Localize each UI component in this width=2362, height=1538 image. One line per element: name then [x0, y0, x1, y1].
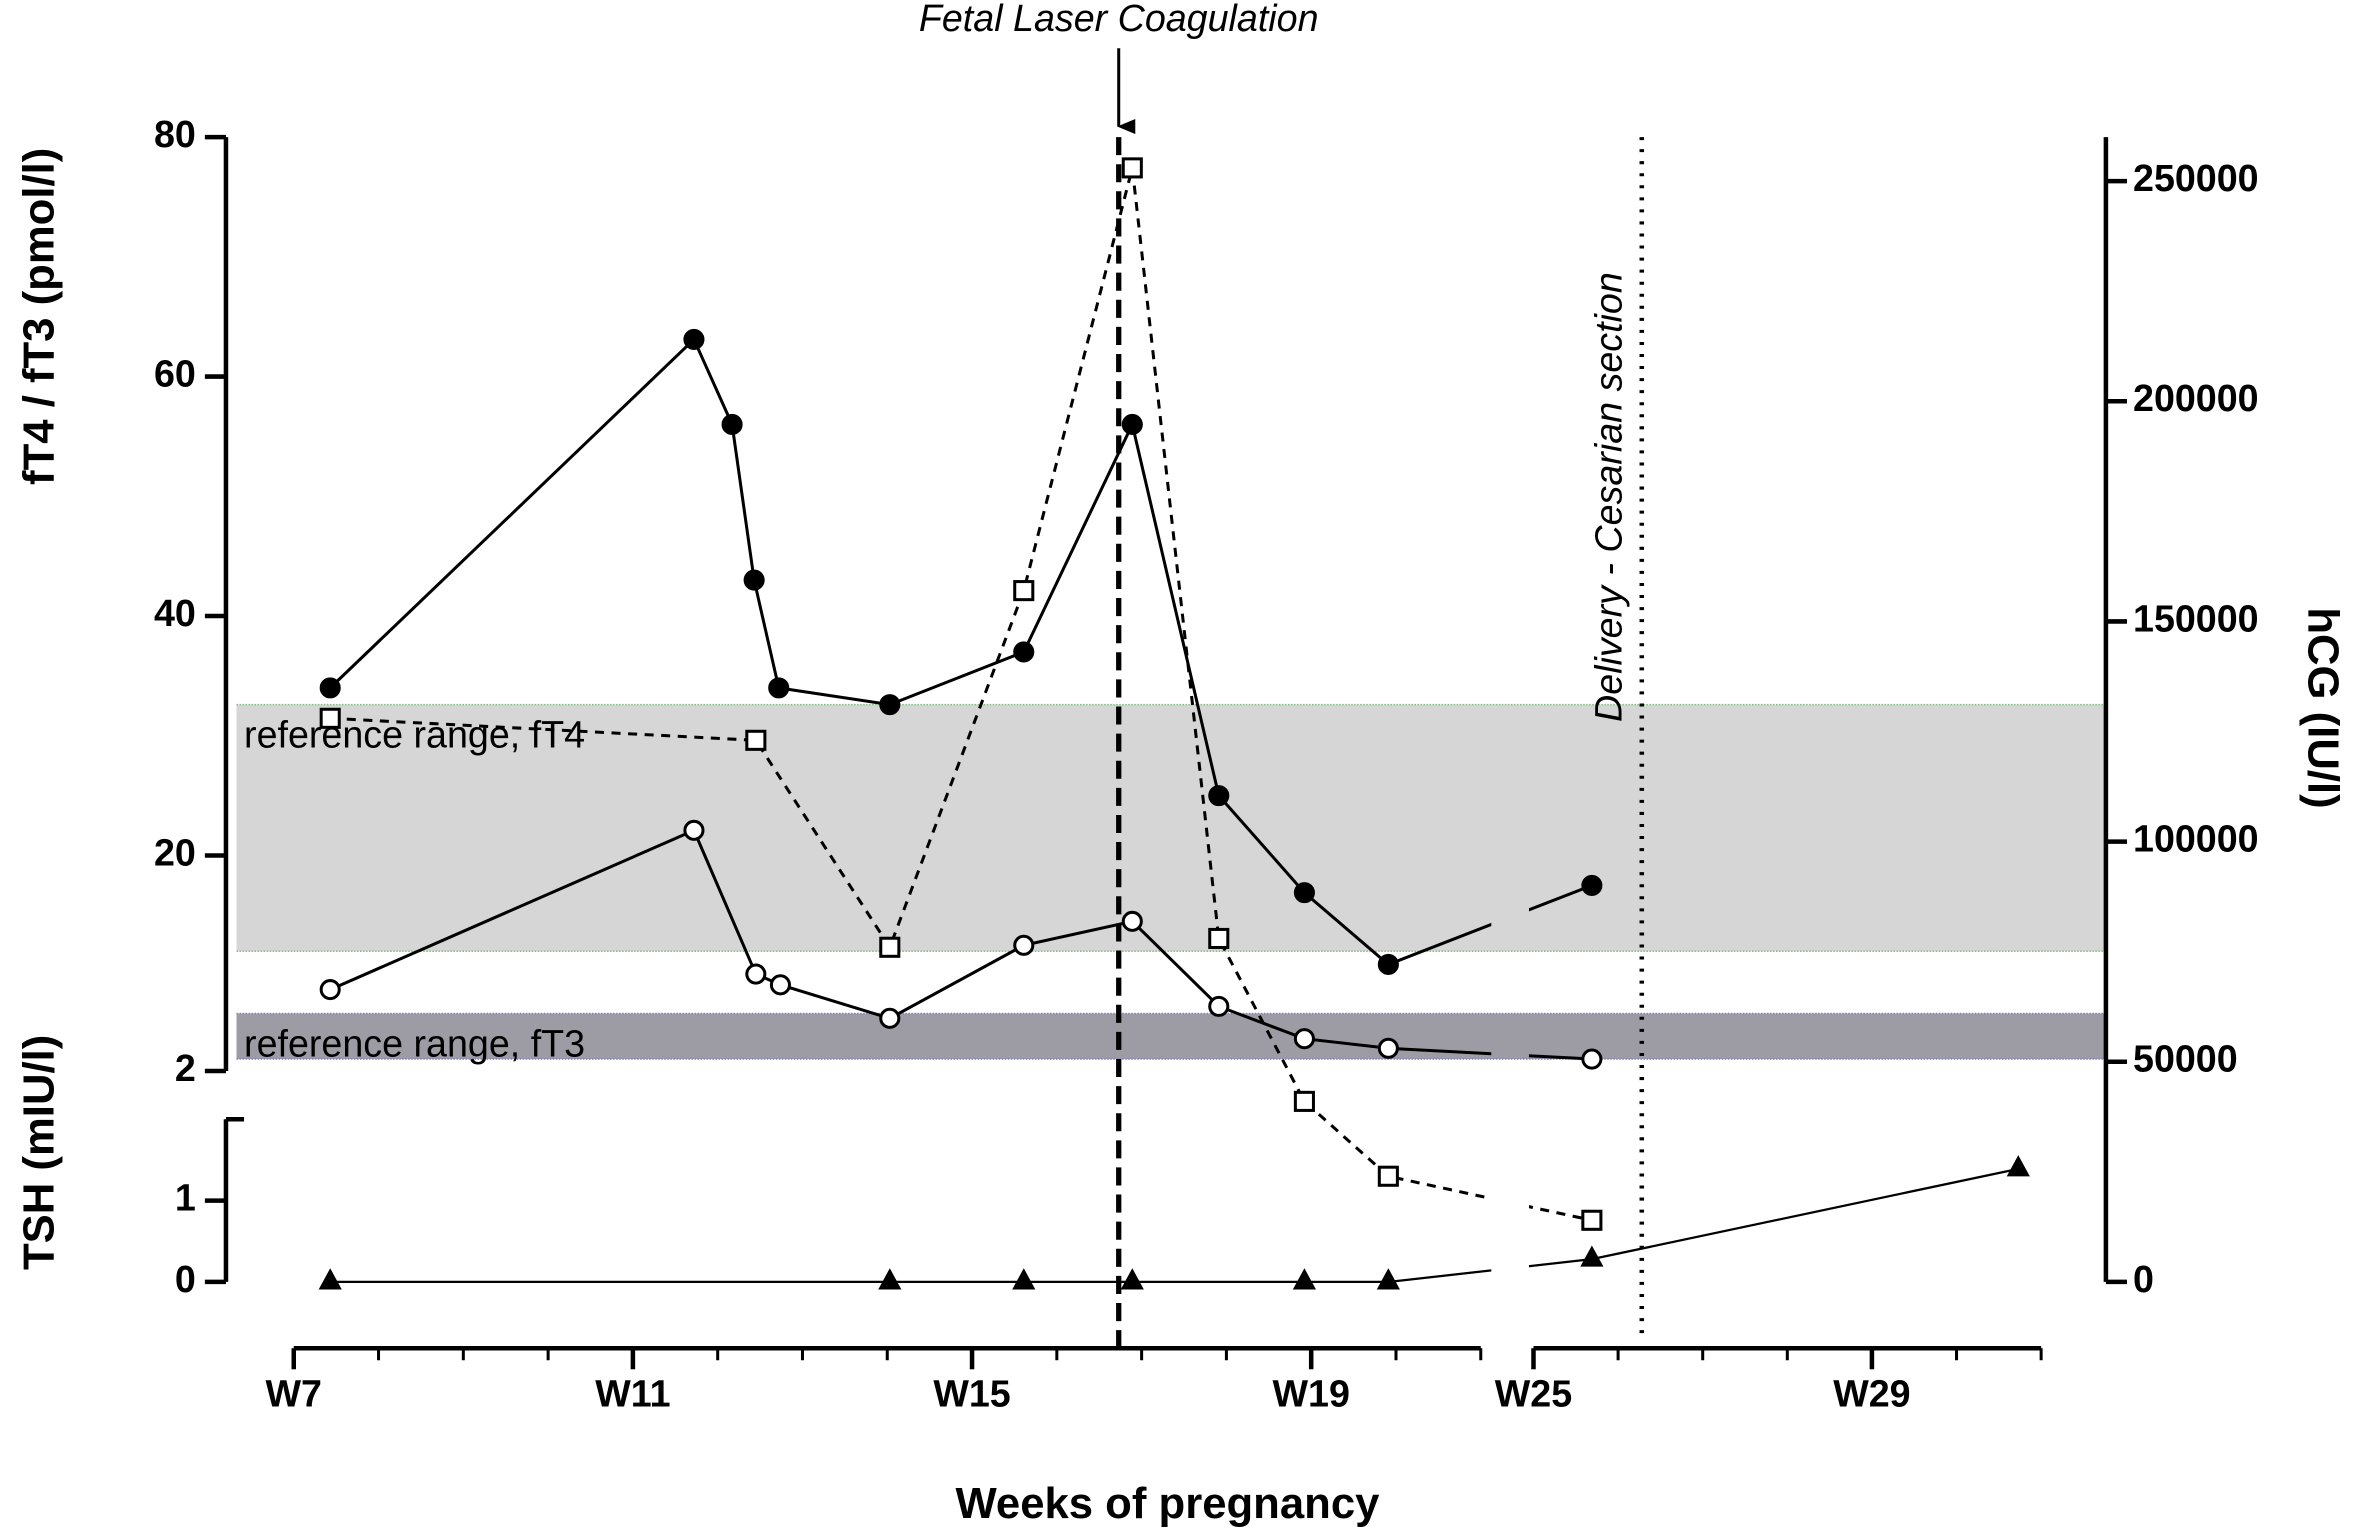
point [1292, 1268, 1316, 1290]
y-lower-axis-title: TSH (mIU/l) [15, 1035, 64, 1270]
point [2006, 1155, 2030, 1177]
y-tick-label: 20 [154, 831, 196, 873]
point [1581, 874, 1603, 896]
point [1293, 882, 1315, 904]
point [879, 936, 901, 958]
y-lower-tick-label: 1 [175, 1177, 196, 1219]
point [768, 677, 790, 699]
x-tick-label: W7 [266, 1372, 322, 1414]
event-label: Delivery - Cesarian section [1588, 272, 1630, 722]
point [1012, 1268, 1036, 1290]
x-tick-label: W25 [1495, 1372, 1572, 1414]
x-tick-label: W19 [1272, 1372, 1349, 1414]
point [1293, 1090, 1315, 1112]
point [879, 694, 901, 716]
point [878, 1268, 902, 1290]
point [721, 413, 743, 435]
point [1121, 413, 1143, 435]
y-lower-tick-label: 0 [175, 1258, 196, 1300]
point [879, 1007, 901, 1029]
point [1377, 1037, 1399, 1059]
y2-tick-label: 150000 [2133, 597, 2259, 639]
point [769, 974, 791, 996]
y2-tick-label: 50000 [2133, 1038, 2238, 1080]
point [683, 819, 705, 841]
y-axis-title: fT4 / fT3 (pmol/l) [15, 148, 64, 485]
point [1208, 927, 1230, 950]
event-label: Fetal Laser Coagulation [919, 0, 1319, 39]
point [1377, 953, 1399, 976]
point [1208, 995, 1230, 1017]
y-tick-label: 40 [154, 592, 196, 634]
point [319, 677, 341, 699]
reference-band [236, 1013, 2106, 1060]
y-tick-label: 2 [175, 1047, 196, 1089]
point [1208, 785, 1230, 807]
point [1013, 934, 1035, 956]
series-line [330, 1167, 2019, 1284]
x-tick-label: W15 [933, 1372, 1010, 1414]
series-line [329, 336, 1593, 967]
x-axis-title: Weeks of pregnancy [955, 1479, 1380, 1528]
point [1377, 1165, 1399, 1187]
point [1013, 580, 1035, 602]
point [683, 328, 705, 350]
y2-axis-title: hCG (IU/l) [2298, 607, 2347, 808]
point [1293, 1028, 1315, 1050]
y-tick-label: 80 [154, 113, 196, 155]
reference-band [236, 704, 2106, 952]
point [1120, 1268, 1144, 1290]
point [743, 569, 765, 591]
point [318, 1268, 342, 1290]
point [1013, 641, 1035, 663]
y-tick-label: 60 [154, 353, 196, 395]
y2-tick-label: 0 [2133, 1258, 2154, 1300]
point [1121, 157, 1143, 179]
point [1581, 1209, 1603, 1231]
x-tick-label: W11 [595, 1372, 670, 1414]
y2-tick-label: 100000 [2133, 818, 2259, 860]
point [1121, 910, 1143, 932]
point [745, 729, 767, 751]
point [1581, 1048, 1603, 1070]
point [1580, 1245, 1604, 1267]
point [319, 979, 341, 1001]
y2-tick-label: 250000 [2133, 157, 2259, 199]
y2-tick-label: 200000 [2133, 377, 2259, 419]
band-label: reference range, fT4 [244, 714, 585, 756]
series-line [330, 167, 1593, 1222]
point [1376, 1268, 1400, 1290]
point [319, 707, 341, 729]
x-tick-label: W29 [1833, 1372, 1910, 1414]
point [745, 963, 767, 985]
band-label: reference range, fT3 [244, 1023, 585, 1065]
